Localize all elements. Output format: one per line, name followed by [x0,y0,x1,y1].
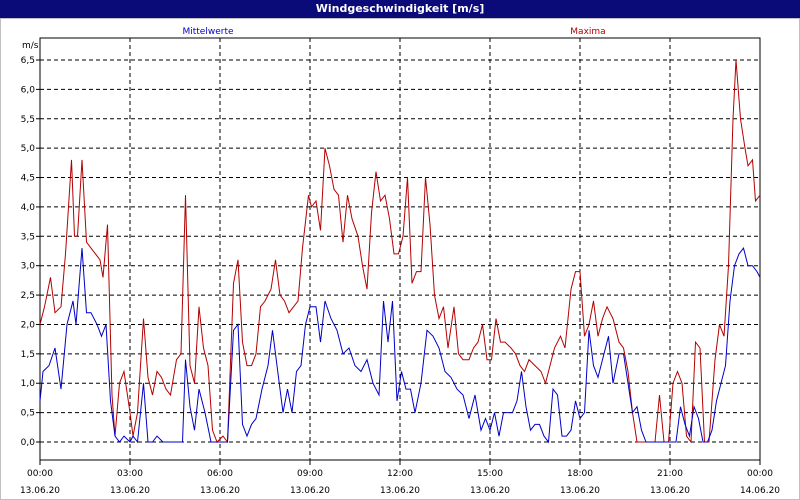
series-line-maxima [39,59,761,444]
series-line-mittelwerte [39,246,761,444]
x-tick-label-time: 21:00 [657,469,683,479]
y-tick-label: 6,0 [21,85,36,95]
y-tick-label: 0,5 [21,409,35,419]
x-tick-label-date: 13.06.20 [110,486,150,496]
y-tick-label: 4,0 [21,203,36,213]
y-tick-label: 6,5 [21,56,35,66]
y-tick-label: 3,5 [21,232,35,242]
y-tick-label: 2,5 [21,291,35,301]
y-tick-label: 5,5 [21,115,35,125]
x-tick-label-time: 18:00 [567,469,593,479]
y-tick-label: 1,5 [21,350,35,360]
y-tick-label: 1,0 [21,379,36,389]
y-tick-label: 5,0 [21,144,36,154]
y-tick-label: 2,0 [21,320,36,330]
x-tick-label-date: 13.06.20 [470,486,510,496]
x-tick-label-time: 00:00 [27,469,53,479]
x-tick-label-date: 14.06.20 [740,486,780,496]
x-tick-label-time: 15:00 [477,469,503,479]
x-tick-label-time: 03:00 [117,469,143,479]
y-tick-label: 0,0 [21,438,36,448]
y-tick-label: 3,0 [21,262,36,272]
x-tick-label-date: 13.06.20 [290,486,330,496]
x-tick-label-time: 12:00 [387,469,413,479]
x-tick-label-time: 09:00 [297,469,323,479]
x-tick-label-time: 00:00 [747,469,773,479]
chart-title: Windgeschwindigkeit [m/s] [0,0,800,18]
x-tick-label-date: 13.06.20 [200,486,240,496]
x-tick-label-time: 06:00 [207,469,233,479]
y-tick-label: 4,5 [21,174,35,184]
x-tick-label-date: 13.06.20 [380,486,420,496]
x-tick-label-date: 13.06.20 [20,486,60,496]
x-tick-label-date: 13.06.20 [560,486,600,496]
legend-mean: Mittelwerte [182,27,233,37]
x-tick-label-date: 13.06.20 [650,486,690,496]
legend-max: Maxima [570,27,605,37]
y-axis-label: m/s [22,41,39,51]
